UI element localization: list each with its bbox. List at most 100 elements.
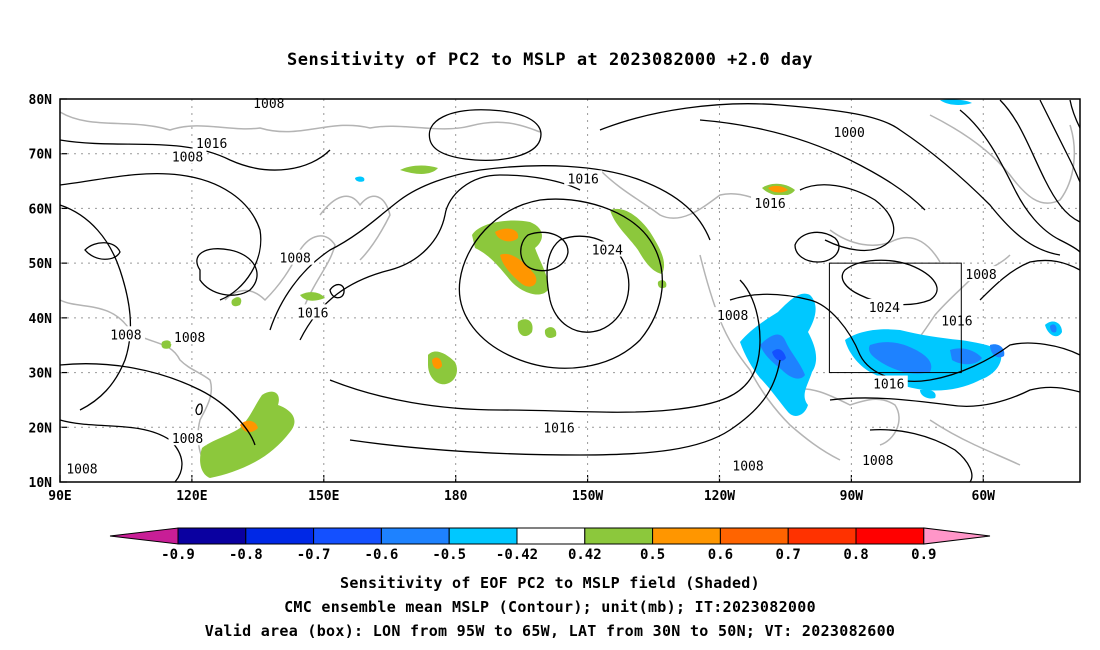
contour-label-bg	[869, 375, 908, 391]
contour-label-bg	[729, 457, 768, 473]
contour-label-bg	[168, 148, 207, 164]
coastline-arctic	[59, 111, 541, 133]
contour-label-bg	[564, 170, 603, 186]
sensitivity-area	[428, 351, 457, 385]
contour-line	[841, 259, 938, 306]
contour-line	[520, 231, 569, 272]
lat-tick-label: 60N	[29, 202, 53, 217]
contour-line	[299, 174, 581, 341]
footer-line-3: Valid area (box): LON from 95W to 65W, L…	[204, 622, 896, 640]
contour-label-bg	[937, 312, 976, 328]
colorbar: -0.9 -0.8 -0.7 -0.6 -0.5 -0.42 0.42 0.5 0.6 0.7 0.…	[109, 527, 991, 563]
contour-line	[84, 242, 121, 260]
mslp-contours	[59, 99, 1081, 483]
sensitivity-area	[610, 208, 665, 274]
lon-tick-label: 90W	[840, 489, 864, 504]
contour-label: 1008	[110, 328, 141, 343]
contour-labels: 1008 1016 1008 1016 1008 1024 1016 1008 1008 1008…	[62, 94, 1001, 477]
sensitivity-area	[495, 228, 519, 242]
contour-line	[349, 359, 781, 456]
contour-line	[59, 139, 331, 171]
contour-label: 1016	[941, 315, 972, 330]
colorbar-tick-label: -0.42	[496, 547, 538, 563]
coastline-gulf-mexico	[789, 387, 900, 446]
colorbar-tick-label: -0.6	[365, 547, 399, 563]
colorbar-tick-label: 0.9	[911, 547, 936, 563]
contour-label-bg	[168, 430, 207, 446]
colorbar-segment	[719, 527, 789, 545]
contour-label: 1008	[965, 268, 996, 283]
coastline-caribbean	[929, 419, 1021, 466]
contour-line	[59, 173, 262, 301]
contour-label: 1016	[754, 197, 785, 212]
colorbar-tick-label: 0.5	[640, 547, 665, 563]
contour-label: 1008	[172, 432, 203, 447]
coastline-greenland	[929, 114, 1076, 204]
contour-line	[196, 248, 258, 296]
contour-label: 1008	[732, 460, 763, 475]
sensitivity-area	[432, 357, 442, 369]
lat-tick-label: 50N	[29, 257, 53, 272]
lon-tick-label: 90E	[48, 489, 71, 504]
contour-label-bg	[276, 249, 315, 265]
contour-label: 1016	[297, 306, 328, 321]
sensitivity-area	[240, 420, 258, 433]
contour-label: 1008	[172, 150, 203, 165]
contour-line	[979, 259, 1081, 301]
contour-label: 1008	[253, 97, 284, 112]
colorbar-tick-label: 0.8	[843, 547, 868, 563]
colorbar-segment	[313, 527, 382, 545]
sensitivity-area	[940, 99, 972, 105]
contour-label: 1016	[873, 378, 904, 393]
colorbar-tick-label: -0.7	[297, 547, 331, 563]
footer-line-1: Sensitivity of EOF PC2 to MSLP field (Sh…	[340, 574, 760, 592]
sensitivity-area	[500, 253, 537, 287]
contour-line	[329, 283, 345, 299]
lat-tick-label: 10N	[29, 476, 53, 491]
sensitivity-area	[768, 185, 788, 193]
sensitivity-shading	[161, 99, 1062, 478]
colorbar-tick-label: 0.6	[708, 547, 733, 563]
sensitivity-area	[400, 165, 438, 174]
contour-label-bg	[540, 419, 579, 435]
contour-label: 1008	[717, 309, 748, 324]
lat-tick-label: 30N	[29, 367, 53, 382]
contour-label-bg	[830, 123, 869, 139]
lon-tick-label: 120E	[176, 489, 207, 504]
contour-line	[329, 279, 761, 413]
sensitivity-area	[355, 176, 365, 182]
colorbar-segment	[245, 527, 315, 545]
contour-line	[458, 198, 663, 369]
contour-line	[829, 386, 1081, 407]
colorbar-segment	[516, 527, 586, 545]
sensitivity-area	[868, 342, 932, 374]
contour-label: 1008	[280, 252, 311, 267]
lat-tick-label: 80N	[29, 93, 53, 108]
lon-tick-label: 150W	[572, 489, 603, 504]
contour-label: 1008	[174, 331, 205, 346]
coastline-hudson	[829, 229, 941, 263]
sensitivity-area	[920, 389, 936, 399]
valid-area-box	[828, 262, 962, 374]
contour-line	[1069, 99, 1081, 129]
plot-frame	[59, 98, 1081, 483]
colorbar-segment	[787, 527, 857, 545]
sensitivity-area	[1050, 324, 1057, 333]
lon-tick-label: 60W	[972, 489, 996, 504]
sensitivity-area	[990, 344, 1005, 358]
sensitivity-area	[231, 297, 242, 307]
sensitivity-area	[161, 340, 172, 349]
contour-label-bg	[858, 452, 897, 468]
sensitivity-area	[772, 349, 786, 361]
lon-tick-label: 180	[444, 489, 468, 504]
coastline-sakhalin-kamchatka	[319, 195, 391, 261]
contour-label: 1008	[66, 462, 97, 477]
colorbar-low-arrow	[109, 527, 179, 545]
contour-label-bg	[62, 460, 101, 476]
contour-label: 1016	[568, 172, 599, 187]
colorbar-segment	[380, 527, 450, 545]
contour-label: 1024	[592, 243, 623, 258]
contour-label: 1008	[862, 454, 893, 469]
contour-label-bg	[192, 134, 231, 150]
contour-label-bg	[865, 298, 904, 314]
